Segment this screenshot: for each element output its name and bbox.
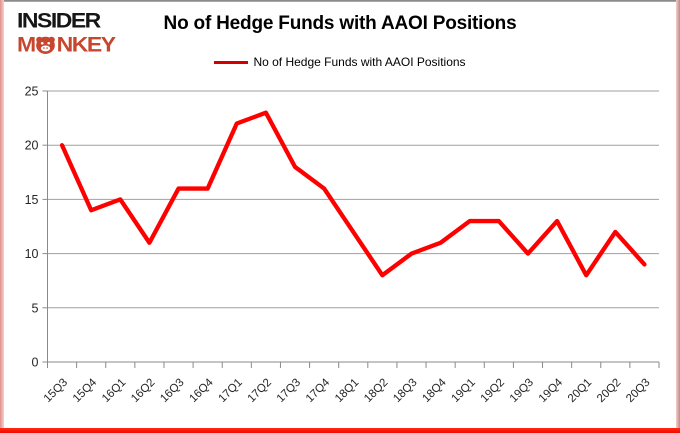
frame-border-left	[0, 0, 4, 433]
svg-text:20: 20	[25, 139, 39, 153]
svg-text:18Q3: 18Q3	[391, 377, 419, 405]
legend-line-marker	[214, 60, 249, 64]
svg-text:20Q3: 20Q3	[624, 377, 652, 405]
svg-text:15: 15	[25, 193, 39, 207]
svg-text:16Q1: 16Q1	[100, 377, 128, 405]
svg-text:16Q4: 16Q4	[187, 376, 216, 405]
legend-label: No of Hedge Funds with AAOI Positions	[253, 55, 466, 69]
insider-monkey-logo: INSIDER M NKEY	[17, 8, 116, 57]
svg-text:20Q2: 20Q2	[595, 377, 623, 405]
svg-text:15Q4: 15Q4	[71, 376, 100, 405]
svg-text:25: 25	[25, 85, 39, 99]
svg-text:5: 5	[32, 301, 39, 315]
axes	[42, 90, 660, 368]
svg-text:16Q2: 16Q2	[129, 377, 157, 405]
svg-text:20Q1: 20Q1	[566, 377, 594, 405]
logo-text-monkey: M NKEY	[17, 32, 116, 57]
monkey-face-icon	[36, 36, 56, 54]
frame-border-top	[0, 0, 680, 2]
logo-text-monkey-post: NKEY	[56, 32, 116, 57]
svg-text:17Q1: 17Q1	[217, 377, 245, 405]
frame-border-right	[676, 0, 680, 433]
y-tick-labels: 0 5 10 15 20 25	[25, 85, 39, 370]
svg-text:18Q2: 18Q2	[362, 377, 390, 405]
svg-text:17Q2: 17Q2	[246, 377, 274, 405]
svg-text:0: 0	[32, 356, 39, 370]
svg-text:10: 10	[25, 247, 39, 261]
logo-text-monkey-pre: M	[17, 32, 36, 57]
chart-title: No of Hedge Funds with AAOI Positions	[163, 13, 517, 34]
svg-text:16Q3: 16Q3	[158, 377, 186, 405]
svg-text:19Q4: 19Q4	[537, 376, 566, 405]
logo-text-insider: INSIDER	[17, 8, 101, 33]
frame-border-bottom	[0, 428, 680, 433]
svg-text:19Q3: 19Q3	[508, 377, 536, 405]
svg-text:19Q1: 19Q1	[449, 377, 477, 405]
chart-legend: No of Hedge Funds with AAOI Positions	[0, 55, 680, 69]
svg-text:18Q1: 18Q1	[333, 377, 361, 405]
svg-text:15Q3: 15Q3	[42, 377, 70, 405]
svg-text:18Q4: 18Q4	[420, 376, 449, 405]
x-tick-labels: 15Q3 15Q4 16Q1 16Q2 16Q3 16Q4 17Q1 17Q2 17Q3 17Q4…	[42, 376, 653, 405]
svg-text:19Q2: 19Q2	[479, 377, 507, 405]
svg-text:17Q3: 17Q3	[275, 377, 303, 405]
series-line	[59, 110, 647, 278]
svg-text:17Q4: 17Q4	[304, 376, 333, 405]
